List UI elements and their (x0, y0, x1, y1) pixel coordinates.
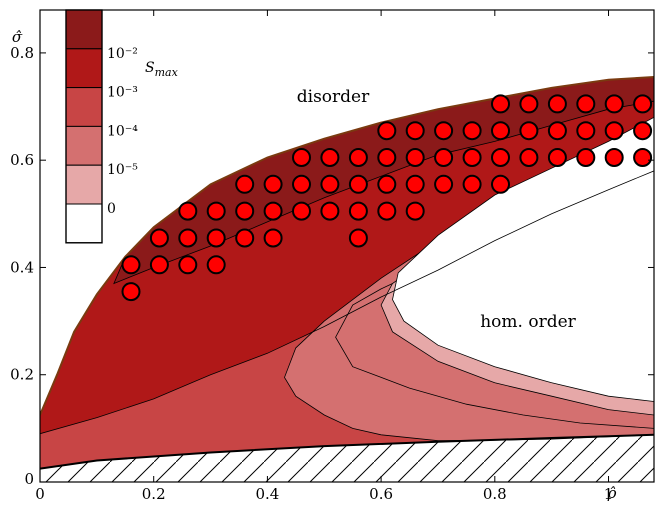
data-point (377, 174, 397, 194)
data-point (377, 121, 397, 141)
data-point (462, 174, 482, 194)
data-point (405, 121, 425, 141)
data-point (491, 94, 510, 114)
x-tick-label: 0.6 (369, 485, 393, 503)
data-point (547, 121, 567, 141)
legend-label: 10⁻⁴ (107, 123, 138, 139)
legend-swatch (65, 9, 103, 50)
lower-boundary-line (40, 433, 654, 470)
upper-boundary-line (40, 76, 654, 416)
data-point (547, 148, 567, 167)
data-point (633, 121, 653, 141)
data-point (604, 94, 624, 114)
x-tick-label: 0 (35, 485, 45, 503)
data-point (434, 148, 454, 167)
data-point (292, 174, 311, 194)
data-point (604, 148, 624, 167)
data-point (405, 148, 425, 167)
data-point (320, 201, 340, 221)
legend-label: 10⁻³ (107, 85, 138, 101)
data-point (292, 148, 311, 167)
legend-title: Smax (145, 60, 179, 79)
data-point (633, 148, 653, 167)
data-point (292, 201, 311, 221)
legend-label: 10⁻² (107, 46, 138, 62)
data-point (149, 228, 169, 248)
data-point (320, 148, 340, 167)
homogeneous-order-region (392, 116, 654, 402)
x-tick-label: 0.2 (142, 485, 166, 503)
disorder-region-label: disorder (297, 87, 370, 107)
data-point (434, 174, 454, 194)
x-axis-label: ρ̂ (607, 484, 617, 502)
data-point (206, 201, 226, 221)
legend-swatch (65, 164, 103, 205)
data-point (149, 255, 169, 275)
x-tick-label: 0.8 (483, 485, 507, 503)
data-point (519, 121, 539, 141)
data-point (434, 121, 454, 141)
axis-ticks: 0 0.2 0.4 0.6 0.8 1 0.2 0.4 0.6 0.8 0 (10, 10, 654, 503)
y-tick-label: 0.4 (10, 258, 34, 276)
data-point (348, 228, 368, 248)
data-point (491, 148, 510, 167)
data-point (121, 282, 141, 302)
data-point (491, 121, 510, 141)
legend-swatch (65, 125, 103, 166)
y-tick-label: 0 (24, 470, 34, 488)
data-point (462, 148, 482, 167)
data-point (547, 94, 567, 114)
y-tick-label: 0.8 (10, 44, 34, 62)
data-point (519, 94, 539, 114)
data-point (320, 174, 340, 194)
legend-swatch (65, 48, 103, 89)
data-point (348, 174, 368, 194)
data-point (348, 148, 368, 167)
homogeneous-order-region-label: hom. order (480, 312, 576, 332)
legend: 10⁻² 10⁻³ 10⁻⁴ 10⁻⁵ 0 Smax (65, 9, 179, 244)
data-point (405, 201, 425, 221)
data-point (235, 228, 255, 248)
data-point (576, 94, 596, 114)
x-tick-label: 0.4 (255, 485, 279, 503)
data-point (206, 255, 226, 275)
data-point (377, 201, 397, 221)
data-point (405, 174, 425, 194)
data-point (604, 121, 624, 141)
data-point (178, 201, 198, 221)
data-point (348, 201, 368, 221)
x-tick-label: 1 (604, 485, 614, 503)
data-point (462, 121, 482, 141)
contour-line-1e-2 (40, 170, 654, 435)
y-tick-label: 0.2 (10, 366, 34, 384)
legend-label: 0 (107, 201, 116, 217)
y-tick-label: 0.6 (10, 151, 34, 169)
y-axis-label: σ̂ (12, 28, 23, 46)
data-point (121, 255, 141, 275)
data-point (206, 228, 226, 248)
data-point (263, 174, 283, 194)
legend-label: 10⁻⁵ (107, 162, 138, 178)
data-point (377, 148, 397, 167)
legend-swatch (65, 87, 103, 127)
data-point (519, 148, 539, 167)
legend-swatch (65, 203, 103, 244)
data-point (576, 148, 596, 167)
data-point (178, 228, 198, 248)
data-point (235, 174, 255, 194)
data-point (633, 94, 653, 114)
data-point (263, 228, 283, 248)
data-point (235, 201, 255, 221)
data-point (263, 201, 283, 221)
plot-area (40, 76, 654, 482)
legend-frame (65, 9, 103, 244)
excluded-hatched-region (40, 434, 654, 482)
data-points (121, 94, 653, 302)
data-point (576, 121, 596, 141)
data-point (491, 174, 510, 194)
data-point (178, 255, 198, 275)
plot-frame (39, 9, 655, 483)
